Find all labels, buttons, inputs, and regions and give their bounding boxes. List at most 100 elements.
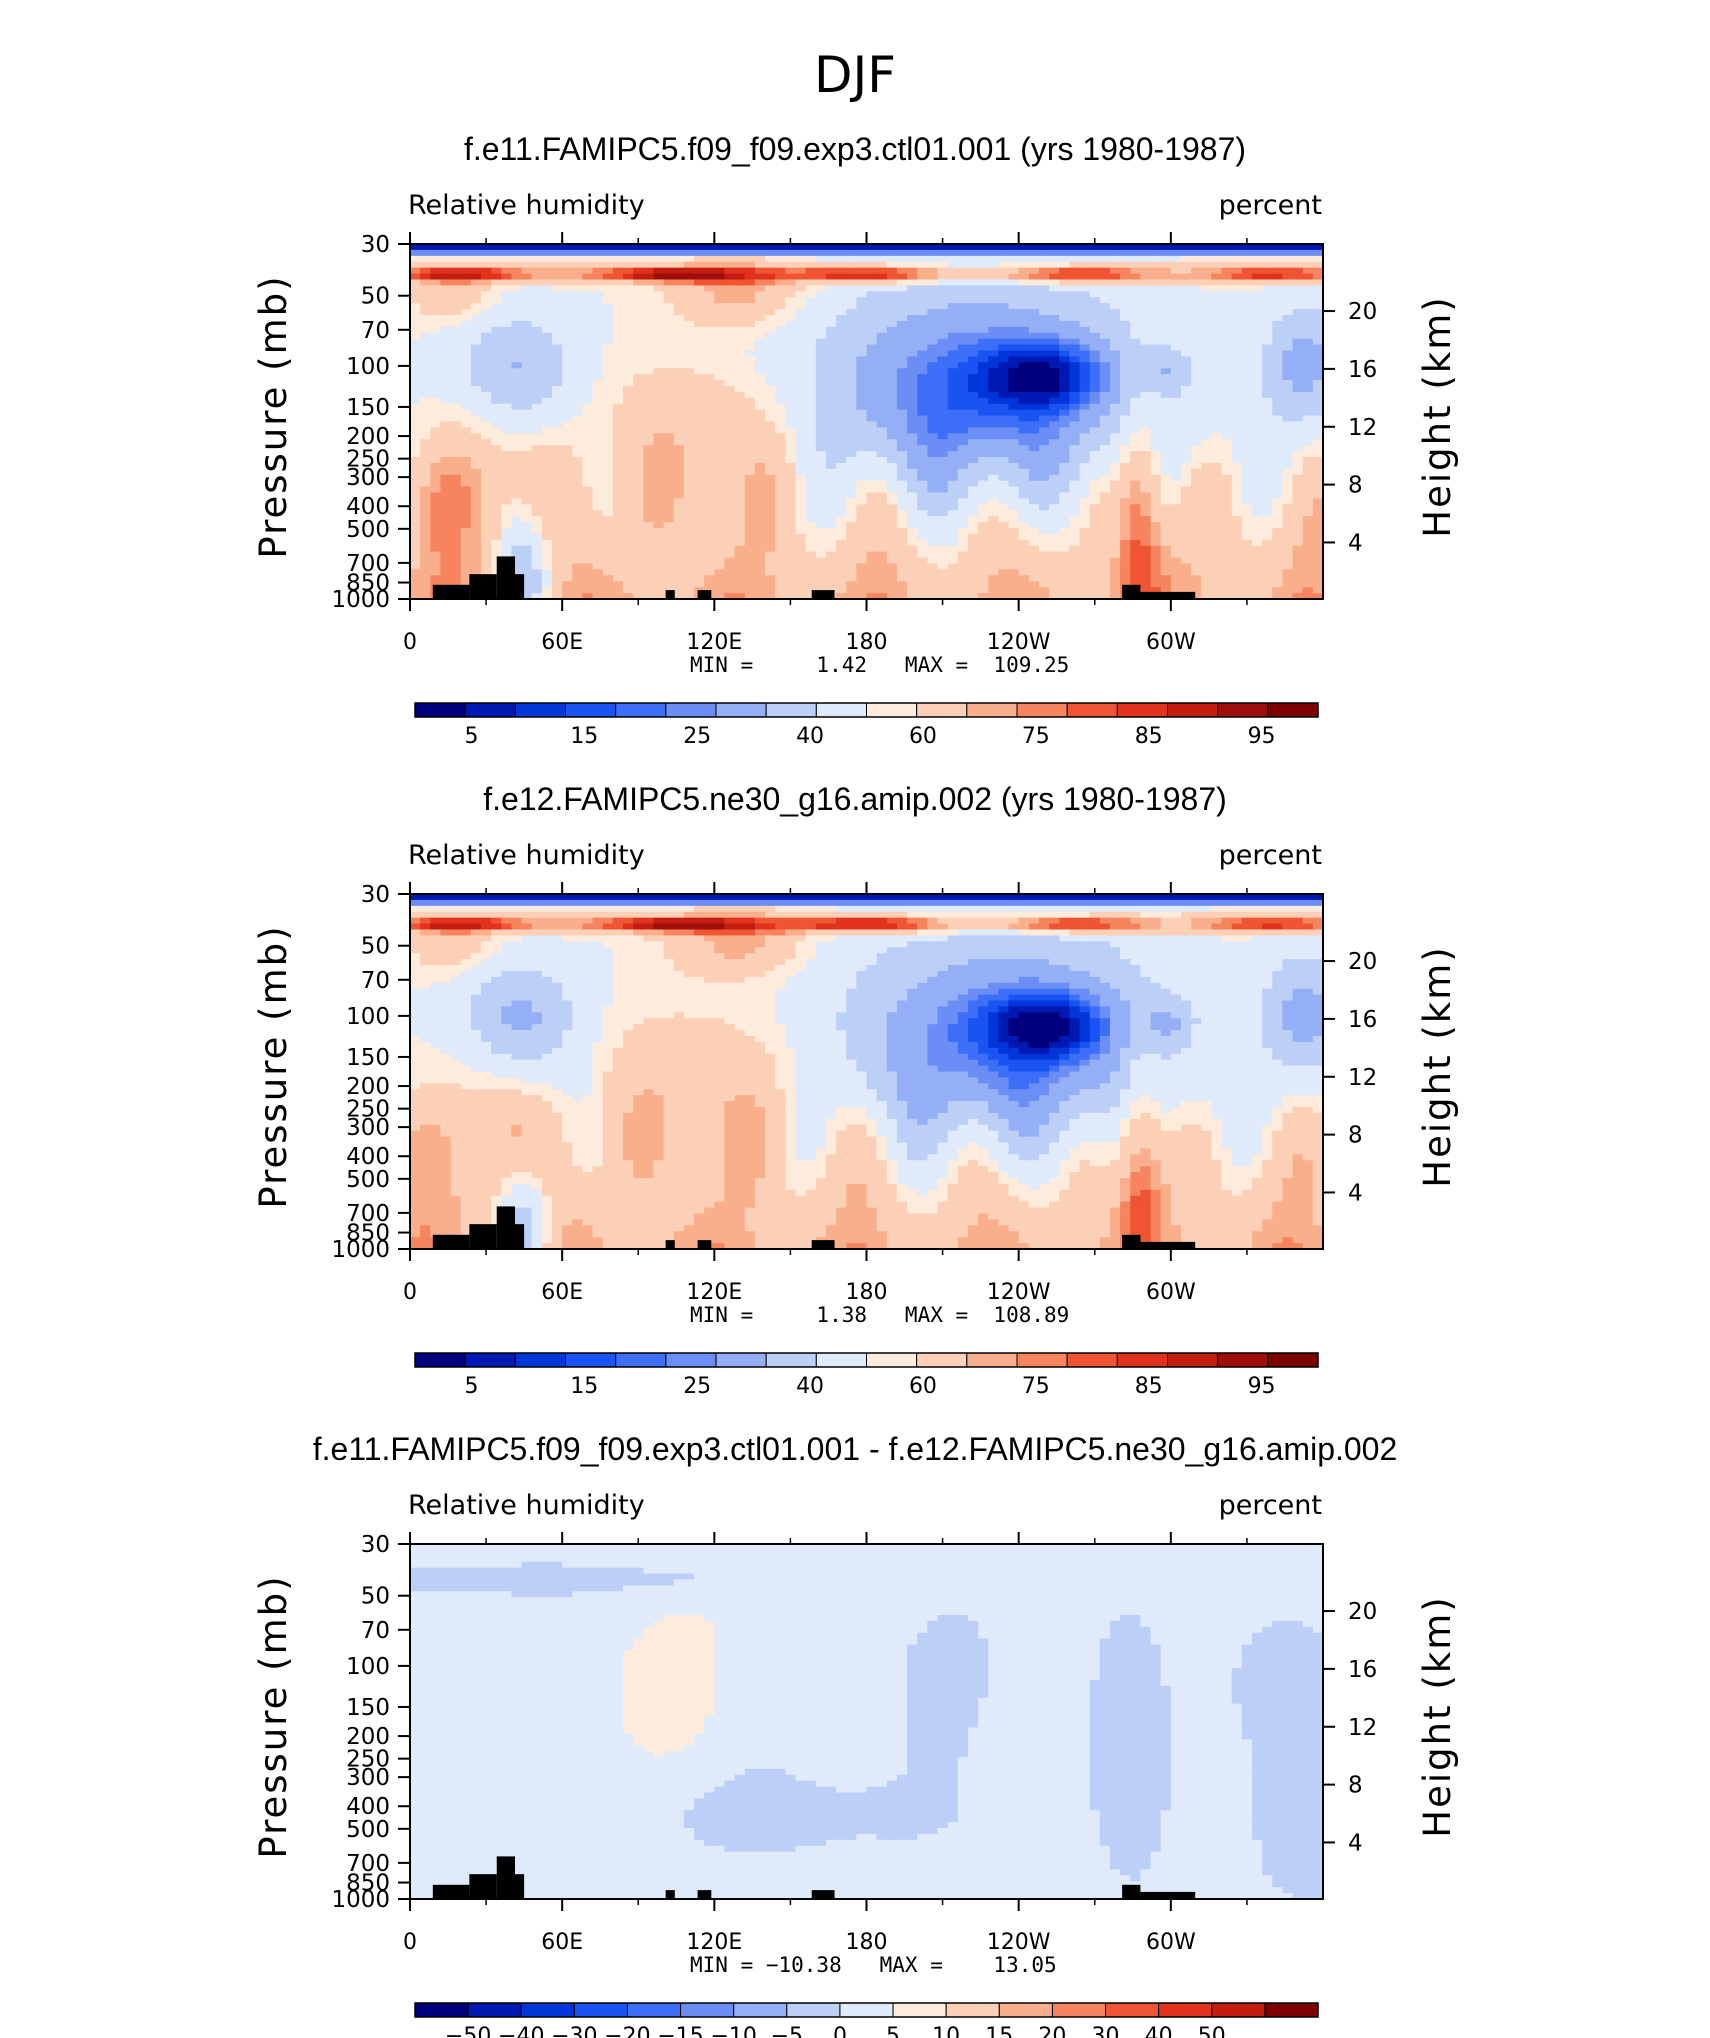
field-cell <box>998 351 1009 358</box>
field-cell <box>1151 416 1162 423</box>
field-cell <box>562 285 573 292</box>
field-cell <box>887 309 898 316</box>
field-cell <box>653 250 664 257</box>
field-cell <box>938 410 949 417</box>
field-cell <box>917 427 928 434</box>
field-cell <box>1181 303 1192 310</box>
field-cell <box>704 303 715 310</box>
field-cell <box>1191 439 1202 446</box>
field-cell <box>1140 333 1151 340</box>
field-cell <box>1019 469 1030 476</box>
field-cell <box>1181 291 1192 298</box>
field-cell <box>846 285 857 292</box>
field-cell <box>1282 280 1293 287</box>
field-cell <box>542 339 553 346</box>
field-cell <box>1100 345 1111 352</box>
field-cell <box>1120 362 1131 369</box>
field-cell <box>1110 303 1121 310</box>
field-cell <box>684 291 695 298</box>
field-cell <box>1313 327 1324 334</box>
field-cell <box>593 315 604 322</box>
field-cell <box>877 439 888 446</box>
field-cell <box>613 362 624 369</box>
field-cell <box>765 321 776 328</box>
field-cell <box>1282 439 1293 446</box>
field-cell <box>1303 250 1314 257</box>
field-cell <box>1130 398 1141 405</box>
field-cell <box>694 351 705 358</box>
field-cell <box>501 321 512 328</box>
field-cell <box>481 303 492 310</box>
field-cell <box>765 297 776 304</box>
field-cell <box>1090 463 1101 470</box>
field-cell <box>1303 321 1314 328</box>
field-cell <box>552 309 563 316</box>
field-cell <box>1272 268 1283 275</box>
field-cell <box>572 256 583 263</box>
field-cell <box>572 362 583 369</box>
field-cell <box>410 303 421 310</box>
field-cell <box>948 309 959 316</box>
field-cell <box>511 398 522 405</box>
field-cell <box>471 309 482 316</box>
field-cell <box>542 351 553 358</box>
field-cell <box>471 297 482 304</box>
field-cell <box>1171 445 1182 452</box>
field-cell <box>1191 451 1202 458</box>
field-cell <box>795 451 806 458</box>
field-cell <box>998 427 1009 434</box>
field-cell <box>856 374 867 381</box>
field-cell <box>1140 297 1151 304</box>
field-cell <box>1242 469 1253 476</box>
field-cell <box>724 410 735 417</box>
field-cell <box>684 427 695 434</box>
field-cell <box>664 386 675 393</box>
field-cell <box>1303 262 1314 269</box>
field-cell <box>1039 297 1050 304</box>
field-cell <box>613 345 624 352</box>
field-cell <box>948 303 959 310</box>
field-cell <box>1039 368 1050 375</box>
field-cell <box>552 463 563 470</box>
field-cell <box>694 297 705 304</box>
field-cell <box>694 451 705 458</box>
field-cell <box>968 250 979 257</box>
field-cell <box>1049 422 1060 429</box>
field-cell <box>938 351 949 358</box>
field-cell <box>1282 362 1293 369</box>
field-cell <box>653 291 664 298</box>
field-cell <box>877 309 888 316</box>
field-cell <box>1059 469 1070 476</box>
field-cell <box>1110 445 1121 452</box>
field-cell <box>552 380 563 387</box>
field-cell <box>1211 463 1222 470</box>
field-cell <box>451 404 462 411</box>
field-cell <box>745 303 756 310</box>
field-cell <box>958 309 969 316</box>
field-cell <box>1161 433 1172 440</box>
field-cell <box>542 268 553 275</box>
field-cell <box>745 416 756 423</box>
field-cell <box>461 469 472 476</box>
field-cell <box>1161 422 1172 429</box>
field-cell <box>1090 362 1101 369</box>
field-cell <box>1303 463 1314 470</box>
field-cell <box>1100 285 1111 292</box>
field-cell <box>704 321 715 328</box>
field-cell <box>1059 274 1070 281</box>
field-cell <box>542 433 553 440</box>
field-cell <box>907 256 918 263</box>
field-cell <box>1242 433 1253 440</box>
field-cell <box>643 451 654 458</box>
field-cell <box>562 321 573 328</box>
field-cell <box>1151 404 1162 411</box>
field-cell <box>674 439 685 446</box>
field-cell <box>714 262 725 269</box>
field-cell <box>1090 309 1101 316</box>
field-cell <box>542 475 553 482</box>
field-cell <box>816 475 827 482</box>
field-cell <box>1019 262 1030 269</box>
field-cell <box>714 404 725 411</box>
field-cell <box>674 427 685 434</box>
field-cell <box>714 433 725 440</box>
